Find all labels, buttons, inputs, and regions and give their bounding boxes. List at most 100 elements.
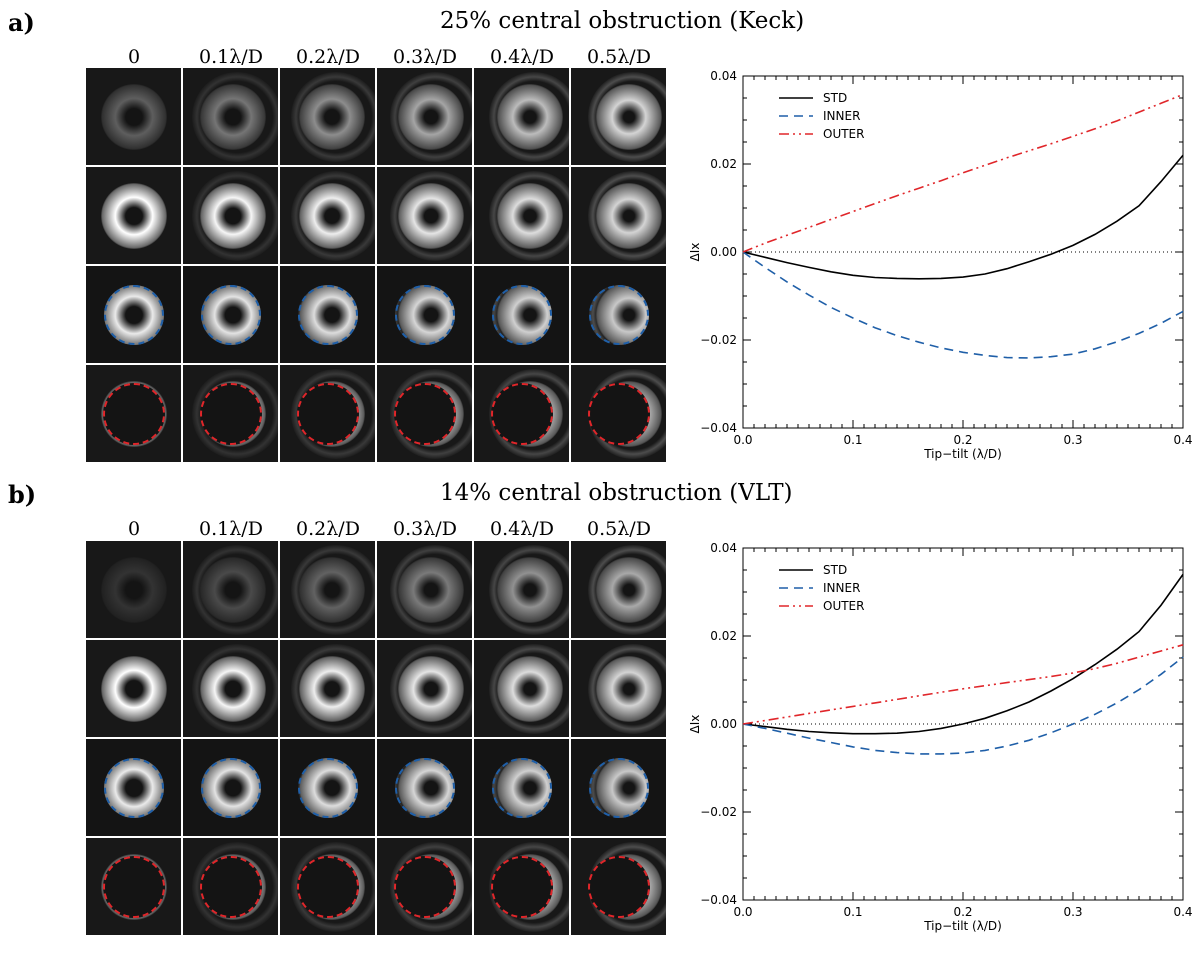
psf-image-r3-c5: [571, 838, 666, 935]
col-label-5: 0.5λ/D: [587, 518, 651, 540]
outer-mask-outline: [587, 382, 650, 445]
psf-halo: [587, 170, 666, 261]
psf-image-r1-c1: [183, 167, 278, 264]
outer-mask-outline: [102, 855, 165, 918]
x-axis-label: Tip−tilt (λ/D): [923, 447, 1002, 461]
y-tick-label: 0.04: [710, 69, 737, 83]
y-axis-label: ΔIx: [688, 243, 702, 262]
y-tick-label: −0.02: [700, 805, 737, 819]
col-label-4: 0.4λ/D: [490, 518, 554, 540]
x-tick-label: 0.4: [1173, 905, 1192, 919]
psf-image-r1-c4: [474, 167, 569, 264]
psf-image-r0-c3: [377, 68, 472, 165]
psf-image-r0-c2: [280, 68, 375, 165]
psf-ring: [100, 182, 167, 249]
legend-label-std: STD: [823, 563, 847, 577]
tip-tilt-chart-b: 0.0 0.1 0.2 0.3 0.4 −0.04 −0.02 0.00 0.02 0.04 Tip…: [688, 541, 1193, 933]
y-tick-label: −0.04: [700, 421, 737, 435]
psf-halo: [389, 643, 472, 734]
psf-image-r1-c0: [86, 640, 181, 737]
psf-image-r0-c3: [377, 541, 472, 638]
x-tick-label: 0.3: [1063, 905, 1082, 919]
series-line-std: [742, 573, 1184, 735]
psf-image-r2-c0: [86, 739, 181, 836]
panel-b-tag: b): [8, 480, 37, 509]
psf-image-r2-c1: [183, 266, 278, 363]
series-line-inner: [742, 656, 1184, 755]
psf-ring: [100, 655, 167, 722]
x-tick-label: 0.4: [1173, 433, 1192, 447]
col-label-2: 0.2λ/D: [296, 46, 360, 68]
outer-mask-outline: [393, 855, 456, 918]
psf-image-r0-c5: [571, 541, 666, 638]
y-tick-label: −0.02: [700, 333, 737, 347]
psf-image-r1-c3: [377, 167, 472, 264]
col-label-1: 0.1λ/D: [199, 518, 263, 540]
series-line-outer: [742, 93, 1184, 253]
col-label-3: 0.3λ/D: [393, 518, 457, 540]
y-tick-label: 0.02: [710, 629, 737, 643]
y-tick-label: 0.00: [710, 717, 737, 731]
legend-label-std: STD: [823, 91, 847, 105]
y-tick-label: 0.04: [710, 541, 737, 555]
outer-mask-outline: [490, 855, 553, 918]
psf-halo: [488, 71, 569, 162]
outer-mask-outline: [102, 382, 165, 445]
legend-label-outer: OUTER: [823, 127, 864, 141]
psf-image-r0-c0: [86, 541, 181, 638]
psf-image-r2-c4: [474, 739, 569, 836]
y-axis-label: ΔIx: [688, 715, 702, 734]
psf-image-grid-b: [86, 541, 666, 941]
col-label-0: 0: [127, 46, 141, 68]
inner-mask-outline: [491, 284, 552, 345]
psf-halo: [587, 544, 666, 635]
psf-halo: [587, 71, 666, 162]
psf-image-r2-c3: [377, 266, 472, 363]
psf-image-r1-c2: [280, 640, 375, 737]
psf-image-r2-c5: [571, 739, 666, 836]
inner-mask-outline: [200, 757, 261, 818]
outer-mask-outline: [199, 855, 262, 918]
y-tick-label: −0.04: [700, 893, 737, 907]
inner-mask-outline: [394, 284, 455, 345]
psf-image-r0-c0: [86, 68, 181, 165]
col-label-3: 0.3λ/D: [393, 46, 457, 68]
psf-halo: [191, 643, 278, 734]
inner-mask-outline: [588, 757, 649, 818]
outer-mask-outline: [587, 855, 650, 918]
psf-image-grid-a: [86, 68, 666, 468]
series-line-inner: [742, 251, 1184, 359]
psf-image-r2-c4: [474, 266, 569, 363]
psf-halo: [488, 170, 569, 261]
psf-halo: [290, 170, 375, 261]
outer-mask-outline: [199, 382, 262, 445]
psf-image-r2-c0: [86, 266, 181, 363]
psf-image-r0-c5: [571, 68, 666, 165]
psf-halo: [488, 544, 569, 635]
inner-mask-outline: [103, 757, 164, 818]
y-tick-label: 0.00: [710, 245, 737, 259]
inner-mask-outline: [297, 284, 358, 345]
psf-image-r1-c4: [474, 640, 569, 737]
x-tick-label: 0.2: [953, 433, 972, 447]
psf-image-r0-c2: [280, 541, 375, 638]
psf-image-r0-c4: [474, 68, 569, 165]
psf-image-r2-c5: [571, 266, 666, 363]
psf-image-r2-c2: [280, 266, 375, 363]
x-tick-label: 0.1: [843, 433, 862, 447]
outer-mask-outline: [296, 855, 359, 918]
inner-mask-outline: [103, 284, 164, 345]
psf-image-r2-c1: [183, 739, 278, 836]
x-tick-label: 0.0: [733, 905, 752, 919]
inner-mask-outline: [491, 757, 552, 818]
psf-image-r3-c4: [474, 365, 569, 462]
inner-mask-outline: [200, 284, 261, 345]
inner-mask-outline: [588, 284, 649, 345]
psf-image-r2-c3: [377, 739, 472, 836]
psf-image-r3-c3: [377, 838, 472, 935]
x-tick-label: 0.1: [843, 905, 862, 919]
psf-ring: [100, 556, 167, 623]
psf-image-r3-c2: [280, 365, 375, 462]
panel-b-title: 14% central obstruction (VLT): [440, 480, 793, 506]
psf-image-r0-c1: [183, 541, 278, 638]
